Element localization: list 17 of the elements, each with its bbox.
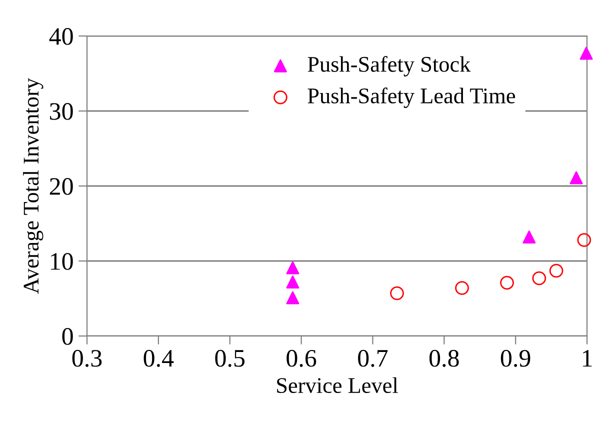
x-tick-label: 1: [582, 350, 592, 367]
y-tick-label: 40: [49, 28, 73, 45]
legend-label: Push-Safety Stock: [308, 56, 471, 76]
x-axis-title: Service Level: [277, 377, 398, 394]
x-tick-label: 0.6: [286, 350, 316, 367]
y-tick-label: 0: [62, 328, 73, 345]
x-tick-label: 0.4: [144, 350, 174, 367]
x-tick-label: 0.9: [500, 350, 530, 367]
legend-label: Push-Safety Lead Time: [308, 88, 515, 108]
x-tick-label: 0.7: [358, 350, 388, 367]
x-tick-label: 0.8: [429, 350, 459, 367]
x-tick-label: 0.3: [72, 350, 102, 367]
y-axis-title: Average Total Inventory: [23, 78, 44, 294]
y-tick-label: 20: [50, 178, 73, 195]
x-tick-label: 0.5: [215, 350, 245, 367]
y-tick-label: 10: [51, 253, 73, 270]
y-tick-label: 30: [50, 103, 73, 120]
